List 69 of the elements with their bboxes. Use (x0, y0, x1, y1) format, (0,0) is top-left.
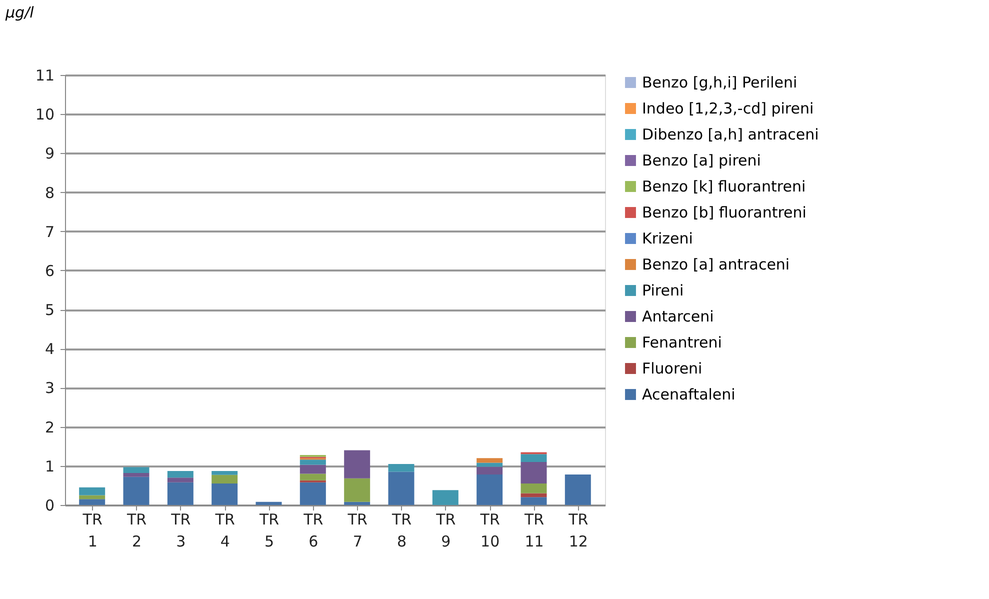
x-tick-label: TR 1 (82, 510, 102, 550)
y-tick-label: 2 (44, 418, 54, 436)
x-tick-label: TR 12 (568, 510, 588, 550)
bar (123, 476, 150, 505)
x-tick-label: TR 8 (390, 510, 412, 550)
bar (212, 474, 238, 484)
y-tick-label: 10 (35, 106, 54, 124)
bar (79, 499, 106, 505)
legend-label: Benzo [a] antraceni (642, 256, 790, 274)
y-tick-label: 11 (35, 66, 54, 84)
legend-label: Fluoreni (642, 360, 702, 378)
bar (212, 484, 238, 505)
bar (344, 450, 370, 478)
legend-label: Benzo [a] pireni (642, 152, 761, 170)
bar (167, 482, 194, 505)
legend-label: Krizeni (642, 230, 693, 248)
bar (388, 464, 414, 472)
bar (344, 502, 370, 505)
legend-label: Dibenzo [a,h] antraceni (642, 126, 819, 144)
legend-label: Benzo [g,h,i] Perileni (642, 74, 798, 92)
bar (79, 495, 106, 500)
bar (520, 454, 547, 462)
y-tick-label: 0 (44, 496, 54, 514)
bar (432, 490, 458, 505)
x-tick-label: TR 3 (170, 510, 191, 550)
bar (564, 474, 591, 505)
x-tick-label: TR 9 (435, 510, 456, 550)
legend-label: Benzo [k] fluorantreni (642, 178, 806, 196)
legend-label: Fenantreni (642, 334, 722, 352)
y-tick-label: 5 (44, 301, 54, 320)
legend-label: Pireni (642, 282, 684, 300)
bar (300, 460, 326, 465)
y-tick-label: 9 (44, 144, 54, 163)
bar (476, 474, 503, 505)
bar (520, 497, 547, 505)
bar (123, 472, 150, 477)
legend-label: Antarceni (642, 308, 714, 326)
bar (256, 502, 282, 505)
y-tick-label: 3 (44, 379, 54, 398)
y-tick-label: 6 (44, 262, 54, 280)
x-tick-label: TR 5 (258, 510, 280, 550)
bar (123, 467, 150, 473)
bar (79, 487, 106, 496)
y-axis-title: µg/l (4, 4, 35, 22)
bar (300, 482, 326, 505)
bar (212, 470, 238, 475)
legend-label: Benzo [b] fluorantreni (642, 204, 806, 222)
x-tick-label: TR 2 (126, 510, 147, 550)
x-tick-label: TR 11 (523, 510, 544, 550)
bar (520, 484, 547, 494)
y-tick-label: 1 (44, 457, 54, 476)
bar (167, 470, 194, 478)
bar (476, 466, 503, 475)
y-tick-label: 4 (44, 340, 54, 358)
x-tick-label: TR 10 (479, 510, 500, 550)
bar (167, 478, 194, 482)
y-tick-label: 7 (44, 222, 54, 241)
y-tick-label: 8 (44, 184, 54, 202)
bar (476, 458, 503, 463)
bar (300, 464, 326, 474)
x-tick-label: TR 4 (214, 510, 235, 550)
bar (300, 474, 326, 480)
bar (344, 478, 370, 502)
legend-label: Indeo [1,2,3,-cd] pireni (642, 100, 814, 118)
legend-label: Acenaftaleni (642, 386, 736, 404)
bar (520, 462, 547, 484)
x-tick-label: TR 6 (302, 510, 324, 550)
bar (388, 472, 414, 505)
x-tick-label: TR 7 (346, 510, 368, 550)
